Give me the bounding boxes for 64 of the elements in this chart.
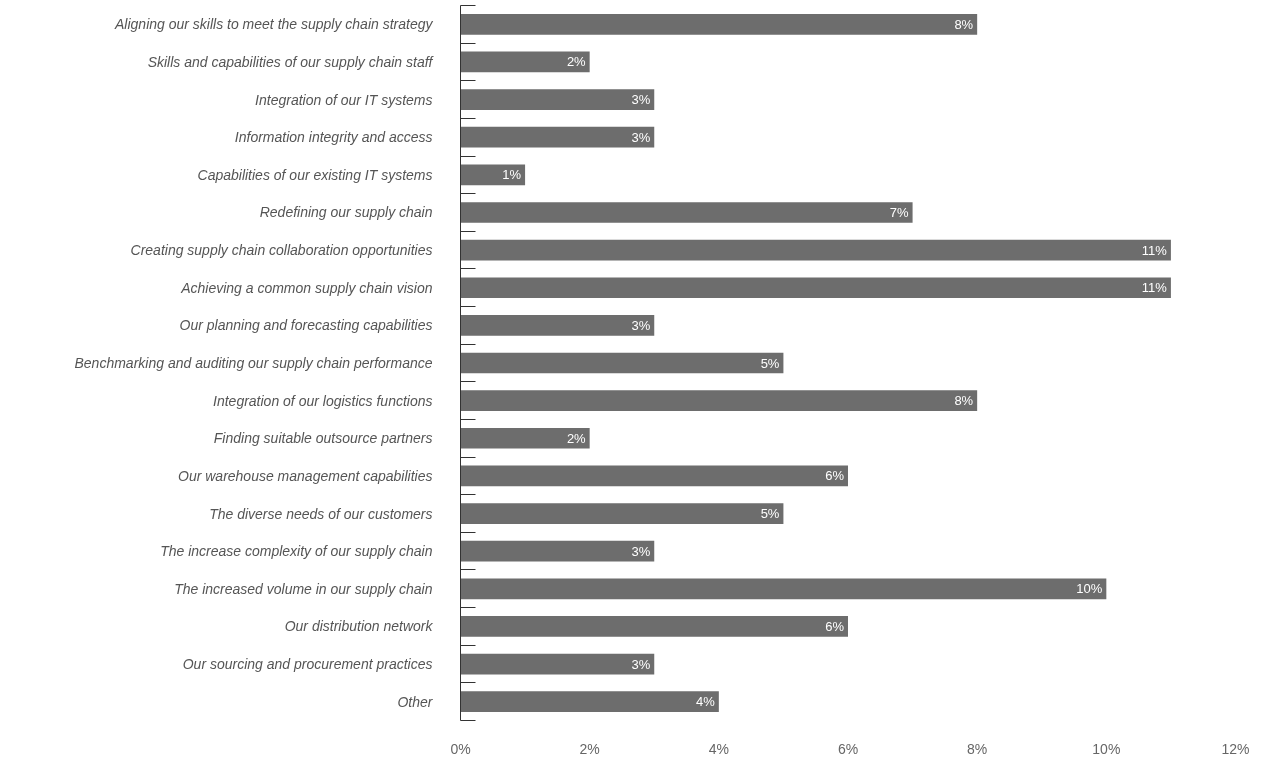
bar bbox=[460, 126, 655, 148]
bar bbox=[460, 315, 655, 336]
y-tick-label: Our distribution network bbox=[284, 618, 434, 635]
bar bbox=[460, 691, 719, 713]
bar bbox=[460, 465, 848, 487]
x-tick-label: 0% bbox=[450, 740, 471, 757]
bar bbox=[460, 653, 655, 675]
data-label: 10% bbox=[1076, 581, 1103, 597]
data-label: 7% bbox=[889, 204, 910, 220]
bar bbox=[460, 51, 590, 73]
y-tick-label: Benchmarking and auditing our supply chain performance bbox=[74, 355, 433, 371]
y-tick-label: The diverse needs of our customers bbox=[209, 505, 433, 522]
bar bbox=[460, 540, 655, 562]
y-tick-label: Our warehouse management capabilities bbox=[178, 467, 433, 484]
bar bbox=[460, 277, 1171, 299]
data-label: 3% bbox=[631, 317, 651, 333]
bar bbox=[460, 89, 655, 110]
bar bbox=[460, 202, 913, 223]
data-label: 3% bbox=[631, 656, 651, 672]
data-label: 3% bbox=[631, 129, 651, 145]
y-tick-label: Skills and capabilities of our supply chain staff bbox=[147, 53, 435, 70]
x-tick-label: 4% bbox=[708, 740, 729, 757]
bar bbox=[460, 13, 978, 35]
data-label: 4% bbox=[696, 694, 716, 710]
x-tick-label: 2% bbox=[579, 740, 600, 757]
bar bbox=[460, 616, 848, 637]
y-tick-label: The increase complexity of our supply chain bbox=[160, 543, 433, 560]
x-tick-label: 6% bbox=[837, 740, 859, 757]
x-tick-label: 10% bbox=[1092, 740, 1121, 757]
bar bbox=[460, 390, 978, 411]
y-tick-label: Integration of our IT systems bbox=[255, 91, 433, 108]
x-tick-label: 8% bbox=[967, 740, 988, 757]
y-tick-label: Our planning and forecasting capabilities bbox=[179, 317, 433, 334]
data-label: 11% bbox=[1141, 280, 1168, 296]
y-tick-label: Our sourcing and procurement practices bbox=[182, 656, 433, 673]
bar bbox=[460, 578, 1107, 600]
data-label: 2% bbox=[566, 430, 587, 446]
y-tick-label: Aligning our skills to meet the supply chain strategy bbox=[114, 16, 434, 33]
data-label: 8% bbox=[954, 393, 974, 409]
bar bbox=[460, 164, 526, 186]
data-label: 5% bbox=[760, 355, 780, 371]
data-label: 3% bbox=[631, 543, 651, 559]
data-label: 1% bbox=[502, 167, 522, 183]
bar bbox=[460, 503, 784, 524]
y-tick-label: Information integrity and access bbox=[234, 129, 433, 146]
data-label: 5% bbox=[760, 506, 780, 522]
y-tick-label: The increased volume in our supply chain bbox=[174, 580, 433, 597]
data-label: 6% bbox=[825, 468, 845, 484]
data-label: 11% bbox=[1141, 242, 1168, 258]
data-label: 6% bbox=[825, 618, 845, 634]
data-label: 8% bbox=[954, 16, 974, 32]
y-tick-label: Achieving a common supply chain vision bbox=[180, 279, 433, 296]
y-tick-label: Other bbox=[397, 693, 434, 710]
bar bbox=[460, 427, 590, 449]
y-tick-label: Creating supply chain collaboration opportunities bbox=[130, 242, 433, 259]
bar bbox=[460, 239, 1171, 261]
y-tick-label: Integration of our logistics functions bbox=[213, 392, 433, 409]
x-tick-label: 12% bbox=[1221, 740, 1250, 757]
y-tick-label: Finding suitable outsource partners bbox=[213, 430, 433, 447]
data-label: 2% bbox=[566, 54, 587, 70]
y-tick-label: Redefining our supply chain bbox=[259, 204, 433, 221]
y-tick-label: Capabilities of our existing IT systems bbox=[197, 166, 433, 183]
bar bbox=[460, 352, 784, 374]
data-label: 3% bbox=[631, 92, 651, 108]
